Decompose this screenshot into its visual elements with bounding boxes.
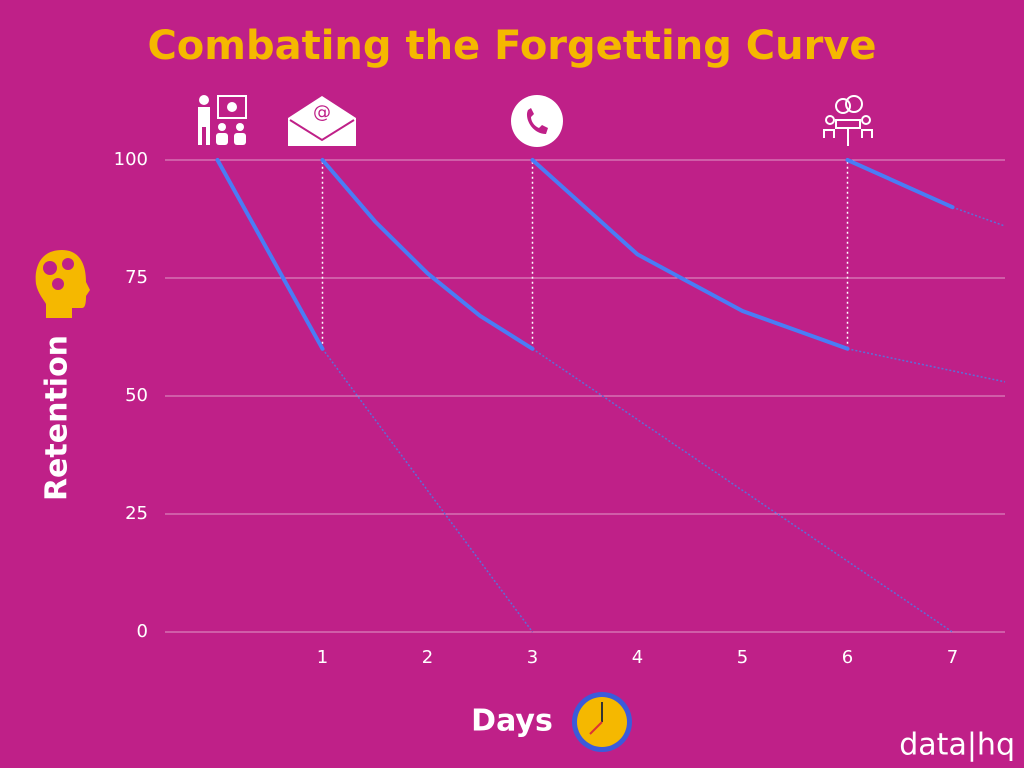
lecture-icon: [198, 95, 247, 145]
brand-logo: data|hq: [899, 728, 1015, 763]
retention-line: [530, 158, 850, 351]
brain-icon: [35, 250, 90, 318]
retention-line: [215, 158, 325, 351]
meeting-icon: [823, 95, 873, 146]
phone-icon: [511, 95, 563, 147]
x-axis-label: Days: [471, 704, 553, 739]
chart-title: Combating the Forgetting Curve: [147, 23, 876, 69]
x-tick-label: 6: [842, 647, 853, 668]
y-axis-label: Retention: [40, 335, 75, 501]
x-tick-label: 3: [527, 647, 538, 668]
clock-icon: [572, 692, 632, 752]
y-tick-label: 0: [137, 621, 148, 642]
x-tick-label: 1: [317, 647, 328, 668]
svg-text:@: @: [313, 102, 331, 123]
y-tick-label: 50: [125, 385, 148, 406]
decay-projection: [532, 348, 953, 633]
x-tick-label: 2: [422, 647, 433, 668]
x-tick-label: 5: [737, 647, 748, 668]
x-tick-label: 4: [632, 647, 643, 668]
decay-projection: [952, 206, 1006, 227]
y-tick-label: 75: [125, 267, 148, 288]
retention-line: [845, 158, 955, 210]
x-tick-label: 7: [947, 647, 958, 668]
retention-line: [320, 158, 535, 351]
y-tick-label: 100: [114, 149, 148, 170]
y-tick-label: 25: [125, 503, 148, 524]
decay-projection: [321, 348, 534, 633]
email-icon: @: [288, 96, 356, 146]
decay-projection: [847, 348, 1006, 383]
